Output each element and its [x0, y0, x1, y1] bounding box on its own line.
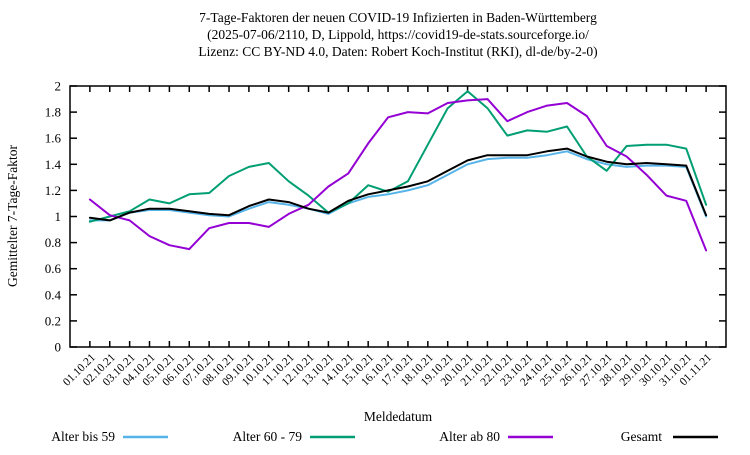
y-tick-label: 0.8	[45, 235, 61, 250]
legend-label-alter-60-79: Alter 60 - 79	[233, 429, 303, 444]
legend-label-alter-ab-80: Alter ab 80	[439, 429, 500, 444]
y-tick-label: 0.6	[45, 261, 62, 276]
legend-label-gesamt: Gesamt	[621, 429, 662, 444]
series-line-alter-60-79	[88, 90, 708, 223]
chart-legend: Alter bis 59 Alter 60 - 79 Alter ab 80 Gesa…	[51, 429, 718, 444]
legend-label-alter-bis-59: Alter bis 59	[51, 429, 115, 444]
y-tick-label: 0	[55, 340, 62, 355]
x-tick-labels: 01.10.2102.10.2103.10.2104.10.2105.10.21…	[61, 351, 714, 388]
y-tick-label: 1.2	[45, 183, 61, 198]
y-tick-label: 1	[55, 209, 62, 224]
x-axis-label: Meldedatum	[364, 409, 433, 424]
y-tick-label: 0.4	[45, 287, 62, 302]
y-axis-label: Gemittelter 7-Tage-Faktor	[5, 145, 20, 287]
y-tick-label: 1.4	[45, 157, 62, 172]
series-line-alter-bis-59	[88, 150, 708, 222]
y-tick-label: 1.6	[45, 131, 62, 146]
chart-title-line3: Lizenz: CC BY-ND 4.0, Daten: Robert Koch…	[198, 44, 597, 59]
axis-ticks	[70, 85, 726, 348]
series-line-alter-ab-80	[88, 98, 708, 252]
series-lines	[88, 90, 708, 252]
y-tick-labels: 0 0.2 0.4 0.6 0.8 1 1.2 1.4 1.6 1.8 2	[45, 79, 62, 355]
y-tick-label: 0.2	[45, 313, 61, 328]
y-tick-label: 2	[55, 79, 62, 94]
chart-title-line1: 7-Tage-Faktoren der neuen COVID-19 Infiz…	[199, 10, 597, 25]
plot-border	[69, 85, 727, 348]
series-line-gesamt	[88, 147, 708, 222]
y-tick-label: 1.8	[45, 105, 61, 120]
chart-title-line2: (2025-07-06/2110, D, Lippold, https://co…	[207, 27, 589, 42]
